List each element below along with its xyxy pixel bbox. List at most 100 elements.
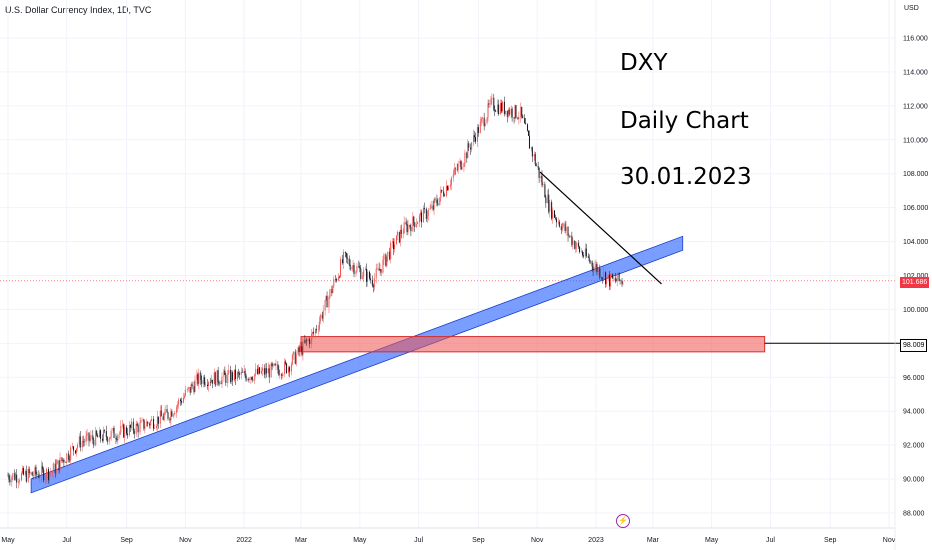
candle-body	[32, 475, 34, 476]
candle-body	[251, 377, 253, 380]
candle-body	[598, 268, 600, 273]
candle-body	[413, 216, 415, 223]
lightning-icon[interactable]: ⚡	[616, 514, 630, 528]
candle-body	[396, 231, 398, 236]
candle-body	[390, 242, 392, 260]
candle-body	[230, 369, 232, 382]
candle-body	[436, 199, 438, 204]
candle-body	[493, 97, 495, 110]
candle-body	[395, 235, 397, 245]
candle-body	[622, 283, 624, 285]
candle-body	[29, 472, 31, 474]
candle-body	[103, 430, 105, 432]
candle-body	[548, 194, 550, 212]
candle-body	[602, 277, 604, 279]
candle-body	[314, 329, 316, 334]
candle-body	[366, 268, 368, 282]
candle-body	[434, 199, 436, 201]
candle-body	[151, 418, 153, 421]
candle-body	[211, 379, 213, 384]
candle-body	[356, 266, 358, 272]
candle-body	[594, 266, 596, 271]
candle-body	[328, 297, 330, 308]
candle-body	[313, 332, 315, 334]
candle-body	[186, 389, 188, 390]
candle-body	[248, 378, 250, 380]
candle-body	[331, 289, 333, 294]
candle-body	[517, 117, 519, 119]
descending-trendline	[539, 171, 662, 285]
candle-body	[174, 412, 176, 415]
candle-body	[301, 346, 303, 355]
support-level-tag: 98.009	[900, 339, 928, 352]
candle-body	[521, 106, 523, 116]
candle-body	[409, 225, 411, 227]
candle-body	[128, 425, 130, 436]
candle-body	[336, 279, 338, 281]
candle-body	[407, 225, 409, 233]
candle-body	[406, 223, 408, 233]
candle-body	[344, 252, 346, 253]
candle-body	[518, 117, 520, 119]
candle-body	[498, 104, 500, 115]
candle-body	[389, 251, 391, 260]
candle-body	[203, 377, 205, 384]
candle-body	[480, 119, 482, 123]
candle-body	[54, 463, 56, 474]
candle-body	[285, 361, 287, 364]
candle-body	[46, 469, 48, 478]
candle-body	[144, 426, 146, 429]
candle-body	[41, 466, 43, 478]
candle-body	[292, 351, 294, 355]
candle-body	[101, 438, 103, 441]
candle-body	[464, 152, 466, 164]
candle-body	[31, 472, 33, 476]
candle-body	[558, 221, 560, 227]
x-tick-label: Jul	[414, 537, 423, 544]
candle-body	[603, 272, 605, 279]
candle-body	[351, 266, 353, 270]
candle-body	[371, 279, 373, 286]
candle-body	[110, 430, 112, 438]
candle-body	[119, 432, 121, 435]
candle-body	[139, 422, 141, 433]
candle-body	[467, 143, 469, 159]
candle-body	[417, 222, 419, 224]
candle-body	[177, 404, 179, 407]
candle-body	[12, 473, 14, 478]
candle-body	[193, 386, 195, 392]
candle-body	[265, 368, 267, 374]
candle-body	[317, 329, 319, 331]
candle-body	[196, 374, 198, 380]
candle-body	[474, 137, 476, 142]
candle-body	[439, 197, 441, 205]
candle-body	[379, 269, 381, 271]
candle-body	[213, 372, 215, 384]
candle-body	[157, 416, 159, 424]
candle-body	[96, 430, 98, 436]
candle-body	[345, 252, 347, 258]
candle-body	[205, 384, 207, 386]
candle-body	[615, 280, 617, 282]
candle-body	[287, 367, 289, 373]
candle-body	[538, 167, 540, 179]
candle-body	[220, 383, 222, 385]
candle-body	[474, 135, 476, 138]
candle-body	[153, 418, 155, 429]
candle-body	[210, 379, 212, 383]
candle-body	[243, 371, 245, 373]
candle-body	[454, 168, 456, 170]
candle-body	[159, 410, 161, 424]
candle-body	[358, 266, 360, 268]
candle-body	[124, 427, 126, 438]
candle-body	[614, 277, 616, 281]
candle-body	[400, 229, 402, 234]
candle-body	[70, 447, 72, 461]
x-tick-label: Nov	[883, 537, 896, 544]
candle-body	[308, 339, 310, 341]
candle-body	[579, 246, 581, 252]
candle-body	[122, 424, 124, 426]
candle-body	[244, 371, 246, 376]
candle-body	[606, 276, 608, 285]
